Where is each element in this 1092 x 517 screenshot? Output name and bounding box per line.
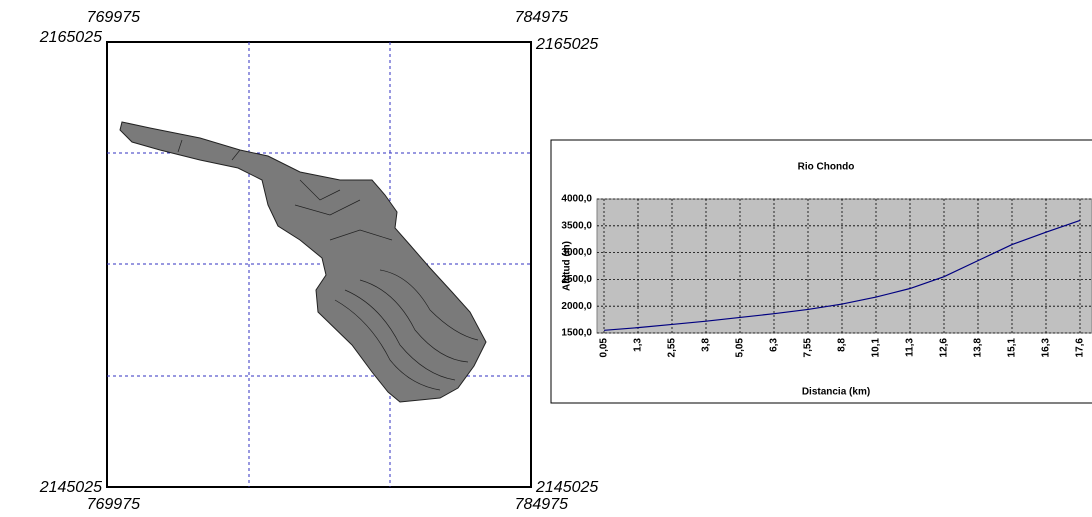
coord-label: 2145025: [535, 479, 598, 496]
y-tick-label: 1500,0: [561, 328, 592, 339]
y-tick-label: 2500,0: [561, 274, 592, 285]
x-tick-label: 3,8: [701, 338, 712, 352]
x-tick-label: 5,05: [735, 338, 746, 358]
x-tick-label: 13,8: [973, 338, 984, 358]
x-tick-label: 2,55: [667, 338, 678, 358]
x-tick-label: 11,3: [905, 338, 916, 357]
coord-label: 2145025: [39, 479, 102, 496]
coord-label: 769975: [87, 496, 140, 513]
x-tick-label: 16,3: [1041, 338, 1052, 358]
x-tick-label: 10,1: [871, 338, 882, 358]
y-tick-label: 2000,0: [561, 301, 592, 312]
coord-label: 784975: [515, 496, 568, 513]
y-tick-label: 4000,0: [561, 194, 592, 205]
x-tick-label: 8,8: [837, 338, 848, 352]
coord-label: 784975: [515, 9, 568, 26]
page: 769975 784975 2165025 2165025 2145025 21…: [0, 0, 1092, 517]
plot-area: [597, 199, 1092, 333]
x-tick-label: 15,1: [1007, 338, 1018, 358]
y-tick-label: 3500,0: [561, 220, 592, 231]
x-tick-label: 7,55: [803, 338, 814, 358]
x-tick-label: 1,3: [633, 338, 644, 352]
y-tick-label: 3000,0: [561, 247, 592, 258]
coord-label: 2165025: [39, 29, 102, 46]
x-axis-title: Distancia (km): [802, 387, 870, 398]
coord-label: 2165025: [535, 36, 598, 53]
chart-title: Rio Chondo: [798, 162, 855, 173]
x-tick-label: 0,05: [599, 338, 610, 358]
x-tick-label: 6,3: [769, 338, 780, 352]
x-tick-label: 12,6: [939, 338, 950, 358]
coord-label: 769975: [87, 9, 140, 26]
x-tick-label: 17,6: [1075, 338, 1086, 358]
